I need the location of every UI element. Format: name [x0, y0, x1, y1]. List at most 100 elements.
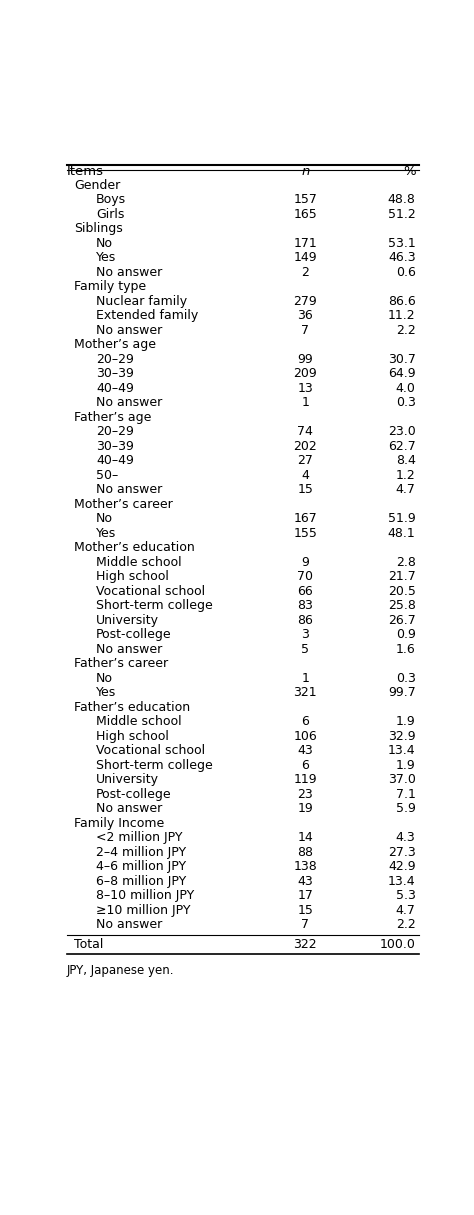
Text: No answer: No answer — [96, 643, 162, 656]
Text: Middle school: Middle school — [96, 555, 182, 569]
Text: 3: 3 — [301, 628, 310, 642]
Text: 6: 6 — [301, 716, 310, 728]
Text: 157: 157 — [293, 193, 317, 207]
Text: 50–: 50– — [96, 469, 118, 481]
Text: Post-college: Post-college — [96, 787, 172, 801]
Text: 1: 1 — [301, 672, 310, 684]
Text: 43: 43 — [298, 744, 313, 757]
Text: 86.6: 86.6 — [388, 294, 416, 307]
Text: 6–8 million JPY: 6–8 million JPY — [96, 875, 186, 888]
Text: 30.7: 30.7 — [388, 352, 416, 366]
Text: 2: 2 — [301, 266, 310, 278]
Text: 0.9: 0.9 — [396, 628, 416, 642]
Text: 2.2: 2.2 — [396, 919, 416, 931]
Text: %: % — [403, 164, 416, 177]
Text: 40–49: 40–49 — [96, 382, 134, 395]
Text: 13.4: 13.4 — [388, 744, 416, 757]
Text: 5.9: 5.9 — [396, 802, 416, 815]
Text: 149: 149 — [293, 252, 317, 264]
Text: 4: 4 — [301, 469, 310, 481]
Text: 7: 7 — [301, 323, 310, 337]
Text: 0.3: 0.3 — [396, 396, 416, 409]
Text: 46.3: 46.3 — [388, 252, 416, 264]
Text: Father’s education: Father’s education — [74, 701, 190, 713]
Text: 14: 14 — [298, 831, 313, 844]
Text: Mother’s education: Mother’s education — [74, 541, 195, 554]
Text: 4.0: 4.0 — [396, 382, 416, 395]
Text: 99.7: 99.7 — [388, 686, 416, 699]
Text: 40–49: 40–49 — [96, 454, 134, 467]
Text: <2 million JPY: <2 million JPY — [96, 831, 182, 844]
Text: 51.2: 51.2 — [388, 208, 416, 221]
Text: 74: 74 — [298, 425, 313, 439]
Text: 70: 70 — [297, 570, 313, 583]
Text: No answer: No answer — [96, 396, 162, 409]
Text: Boys: Boys — [96, 193, 126, 207]
Text: 2.8: 2.8 — [396, 555, 416, 569]
Text: 1.9: 1.9 — [396, 758, 416, 772]
Text: Girls: Girls — [96, 208, 124, 221]
Text: 0.6: 0.6 — [396, 266, 416, 278]
Text: 165: 165 — [293, 208, 317, 221]
Text: 13.4: 13.4 — [388, 875, 416, 888]
Text: 20–29: 20–29 — [96, 352, 134, 366]
Text: 19: 19 — [298, 802, 313, 815]
Text: 43: 43 — [298, 875, 313, 888]
Text: 2–4 million JPY: 2–4 million JPY — [96, 846, 186, 859]
Text: Gender: Gender — [74, 179, 120, 192]
Text: 1.6: 1.6 — [396, 643, 416, 656]
Text: Family type: Family type — [74, 281, 146, 293]
Text: 119: 119 — [293, 773, 317, 786]
Text: Father’s age: Father’s age — [74, 411, 151, 424]
Text: Siblings: Siblings — [74, 222, 123, 234]
Text: 51.9: 51.9 — [388, 512, 416, 525]
Text: 5: 5 — [301, 643, 310, 656]
Text: 171: 171 — [293, 237, 317, 249]
Text: 8.4: 8.4 — [396, 454, 416, 467]
Text: 48.8: 48.8 — [388, 193, 416, 207]
Text: n: n — [301, 164, 310, 177]
Text: Yes: Yes — [96, 686, 116, 699]
Text: Middle school: Middle school — [96, 716, 182, 728]
Text: 64.9: 64.9 — [388, 367, 416, 380]
Text: 321: 321 — [293, 686, 317, 699]
Text: 155: 155 — [293, 526, 317, 539]
Text: 4.7: 4.7 — [396, 904, 416, 916]
Text: No answer: No answer — [96, 919, 162, 931]
Text: 15: 15 — [298, 904, 313, 916]
Text: 167: 167 — [293, 512, 317, 525]
Text: 23.0: 23.0 — [388, 425, 416, 439]
Text: 83: 83 — [298, 599, 313, 612]
Text: Extended family: Extended family — [96, 309, 198, 322]
Text: Nuclear family: Nuclear family — [96, 294, 187, 307]
Text: 322: 322 — [293, 938, 317, 951]
Text: 36: 36 — [298, 309, 313, 322]
Text: High school: High school — [96, 730, 169, 742]
Text: 279: 279 — [293, 294, 317, 307]
Text: Short-term college: Short-term college — [96, 599, 213, 612]
Text: 26.7: 26.7 — [388, 614, 416, 627]
Text: 202: 202 — [293, 440, 317, 453]
Text: 5.3: 5.3 — [396, 889, 416, 903]
Text: 6: 6 — [301, 758, 310, 772]
Text: 1.9: 1.9 — [396, 716, 416, 728]
Text: Mother’s career: Mother’s career — [74, 498, 173, 510]
Text: 17: 17 — [298, 889, 313, 903]
Text: 4–6 million JPY: 4–6 million JPY — [96, 860, 186, 874]
Text: Vocational school: Vocational school — [96, 744, 205, 757]
Text: Yes: Yes — [96, 526, 116, 539]
Text: 9: 9 — [301, 555, 310, 569]
Text: 27: 27 — [298, 454, 313, 467]
Text: 15: 15 — [298, 484, 313, 496]
Text: No answer: No answer — [96, 323, 162, 337]
Text: 48.1: 48.1 — [388, 526, 416, 539]
Text: 66: 66 — [298, 584, 313, 598]
Text: 88: 88 — [297, 846, 313, 859]
Text: No: No — [96, 512, 113, 525]
Text: 100.0: 100.0 — [380, 938, 416, 951]
Text: JPY, Japanese yen.: JPY, Japanese yen. — [66, 963, 174, 977]
Text: No: No — [96, 672, 113, 684]
Text: 30–39: 30–39 — [96, 440, 134, 453]
Text: 53.1: 53.1 — [388, 237, 416, 249]
Text: 209: 209 — [293, 367, 317, 380]
